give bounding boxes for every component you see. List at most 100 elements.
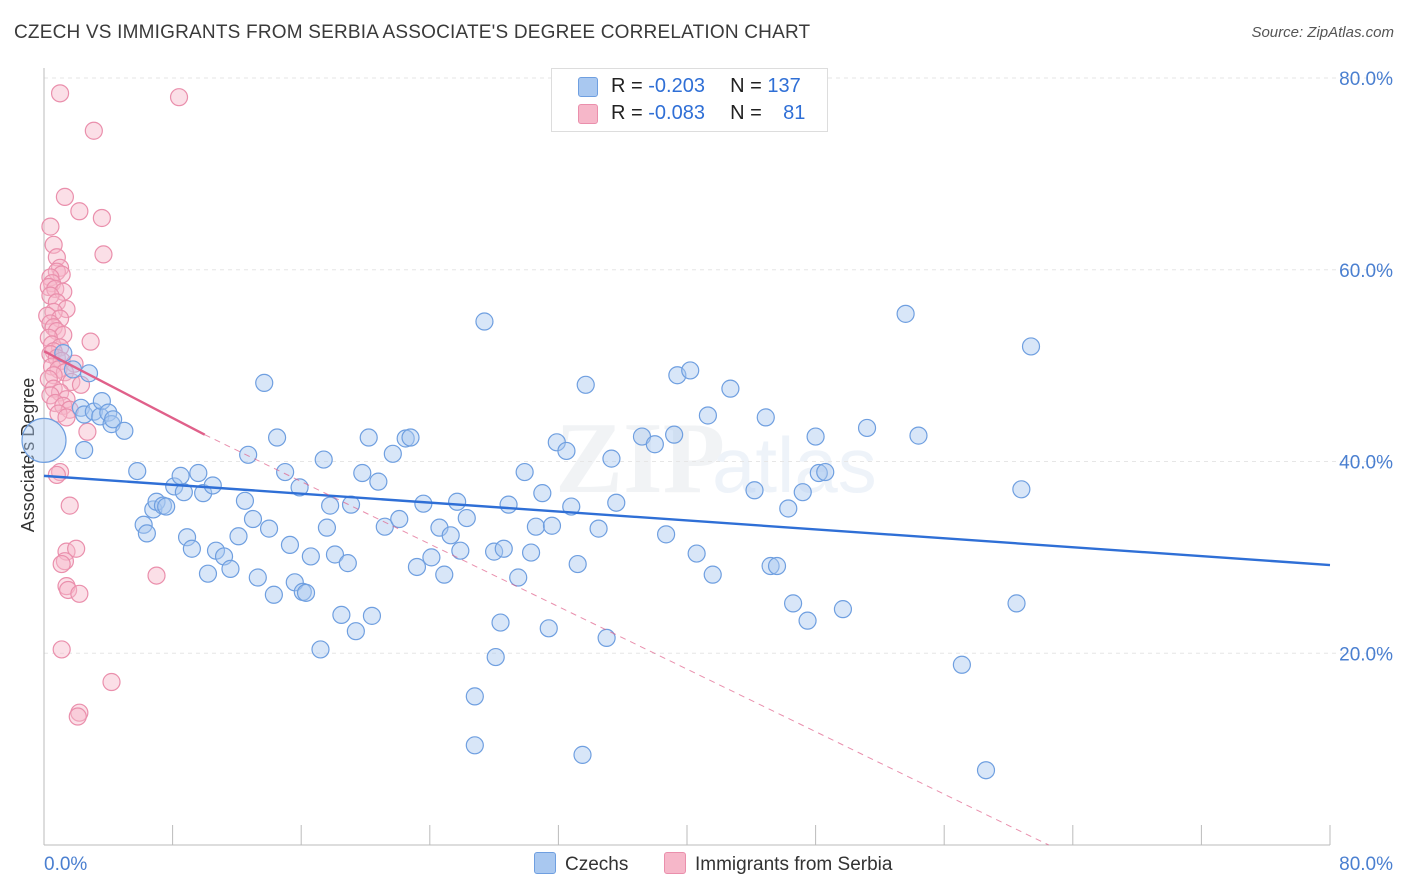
czech-point: [589, 519, 608, 538]
y-tick-label: 80.0%: [1339, 69, 1393, 90]
watermark: ZIP atlas: [555, 402, 877, 515]
czech-point: [435, 565, 454, 584]
y-tick-label: 40.0%: [1339, 453, 1393, 474]
czech-point: [562, 497, 581, 516]
czech-point: [296, 583, 316, 602]
serbia-point: [52, 640, 71, 659]
czech-point: [198, 564, 218, 583]
czech-point: [259, 519, 279, 538]
czech-point: [255, 373, 274, 392]
czech-point: [756, 408, 775, 427]
czech-point: [833, 600, 853, 619]
czech-point: [515, 462, 534, 482]
czech-point: [276, 462, 295, 482]
czech-point: [952, 655, 971, 674]
czech-point: [526, 517, 545, 536]
czech-point: [369, 472, 388, 491]
czech-point: [332, 605, 351, 625]
serbia-point: [50, 84, 70, 103]
czech-point: [597, 628, 616, 648]
serbia-swatch: [578, 104, 598, 124]
czech-point: [645, 435, 664, 454]
czech-point: [203, 476, 222, 495]
czech-point: [243, 509, 263, 529]
czech-point: [314, 450, 333, 469]
czech-point: [542, 516, 562, 535]
czech-point: [465, 687, 484, 706]
x-tick-label: 80.0%: [1339, 854, 1393, 875]
serbia-legend-swatch: [664, 852, 686, 874]
czech-point: [317, 518, 337, 537]
czech-point: [264, 585, 283, 604]
svg-text:atlas: atlas: [712, 421, 877, 509]
czech-point: [657, 525, 676, 544]
czech-point: [976, 761, 996, 780]
czech-point: [221, 559, 240, 578]
czech-point: [359, 428, 378, 447]
czech-point: [681, 361, 700, 380]
czech-point: [407, 557, 427, 577]
czech-point: [909, 426, 928, 445]
y-tick-label: 20.0%: [1339, 644, 1393, 665]
czech-point: [721, 379, 740, 398]
czech-point: [194, 484, 213, 503]
czech-point: [301, 547, 320, 566]
czech-point: [1007, 594, 1026, 613]
czech-point: [280, 535, 300, 555]
legend-r-value: -0.203: [648, 75, 705, 97]
legend-r-label: R =: [611, 75, 649, 97]
legend-n-value: 137: [767, 75, 801, 97]
axes: [43, 68, 1331, 846]
czech-point: [457, 508, 476, 528]
czech-point: [698, 406, 717, 425]
serbia-point: [67, 539, 86, 558]
czech-point: [798, 611, 817, 630]
czech-point: [568, 554, 587, 574]
serbia-point: [92, 208, 111, 228]
y-tick-label: 60.0%: [1339, 261, 1393, 282]
czech-point: [401, 428, 420, 447]
czech-point: [816, 462, 835, 482]
czech-point: [157, 497, 176, 516]
czech-point: [189, 463, 208, 483]
czech-legend-swatch: [534, 852, 556, 874]
legend-n-label: N =: [730, 75, 768, 97]
czech-point: [451, 541, 470, 560]
czech-point: [362, 606, 382, 625]
czech-point-large: [21, 417, 67, 464]
czech-point: [248, 568, 267, 587]
czech-point: [465, 736, 484, 755]
czech-point: [104, 410, 123, 429]
czech-point: [1012, 480, 1031, 499]
legend-r-value: -0.083: [648, 102, 705, 124]
czech-point: [499, 495, 518, 514]
czech-point: [346, 622, 365, 641]
serbia-point: [102, 672, 121, 692]
czech-legend-label: Czechs: [565, 854, 629, 875]
serbia-point: [70, 202, 89, 221]
legend-n-value: 81: [783, 102, 806, 124]
chart-title: CZECH VS IMMIGRANTS FROM SERBIA ASSOCIAT…: [14, 22, 811, 43]
czech-point: [338, 554, 357, 573]
serbia-legend-label: Immigrants from Serbia: [695, 854, 893, 875]
serbia-point: [78, 422, 97, 441]
serbia-point: [147, 566, 166, 585]
czech-point: [896, 304, 915, 323]
czech-point: [115, 421, 134, 440]
czech-point: [390, 509, 409, 529]
legend-r-label: R =: [611, 102, 649, 124]
czech-point: [177, 528, 197, 547]
czech-point: [809, 463, 828, 483]
serbia-point: [55, 187, 74, 206]
czech-points: [21, 304, 1041, 780]
serbia-trend-line: [43, 350, 206, 436]
czech-point: [491, 613, 510, 632]
serbia-point: [47, 248, 66, 267]
czech-point: [353, 463, 372, 483]
legend-n-label: N =: [730, 102, 768, 124]
serbia-point: [169, 88, 189, 107]
czech-point: [448, 492, 467, 511]
serbia-point: [59, 580, 78, 600]
bottom-legend-czechs: Czechs: [534, 852, 628, 876]
